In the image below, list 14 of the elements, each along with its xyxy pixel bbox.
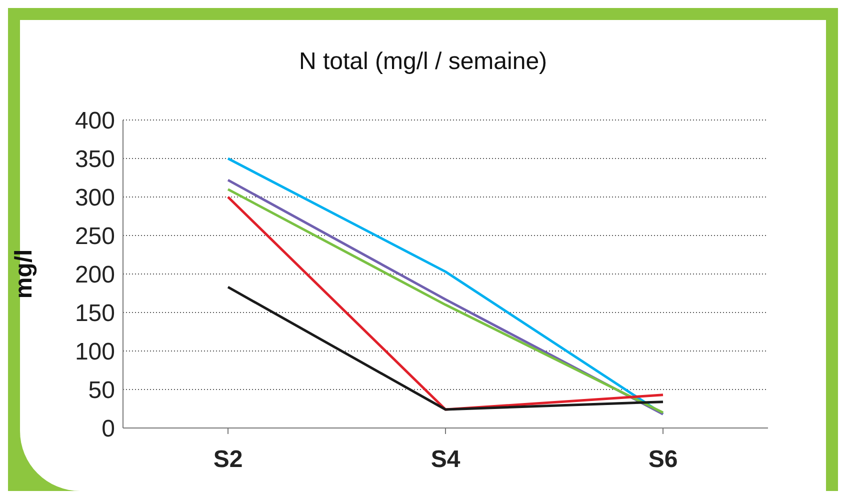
y-tick-label: 0 — [102, 416, 115, 443]
y-tick-label: 200 — [74, 262, 115, 289]
y-tick-label: 100 — [74, 338, 115, 366]
y-tick-label: 150 — [74, 300, 115, 328]
y-tick-label: 250 — [74, 223, 115, 250]
y-tick-label: 400 — [74, 108, 115, 135]
chart-title: N total (mg/l / semaine) — [298, 48, 548, 76]
x-tick-label: S6 — [648, 446, 678, 474]
y-tick-label: 350 — [74, 146, 115, 174]
y-axis-title: mg/l — [10, 249, 38, 299]
y-tick-label: 300 — [74, 184, 115, 212]
x-tick-label: S4 — [430, 446, 461, 474]
x-tick-label: S2 — [213, 446, 243, 474]
y-tick-label: 50 — [88, 377, 115, 404]
